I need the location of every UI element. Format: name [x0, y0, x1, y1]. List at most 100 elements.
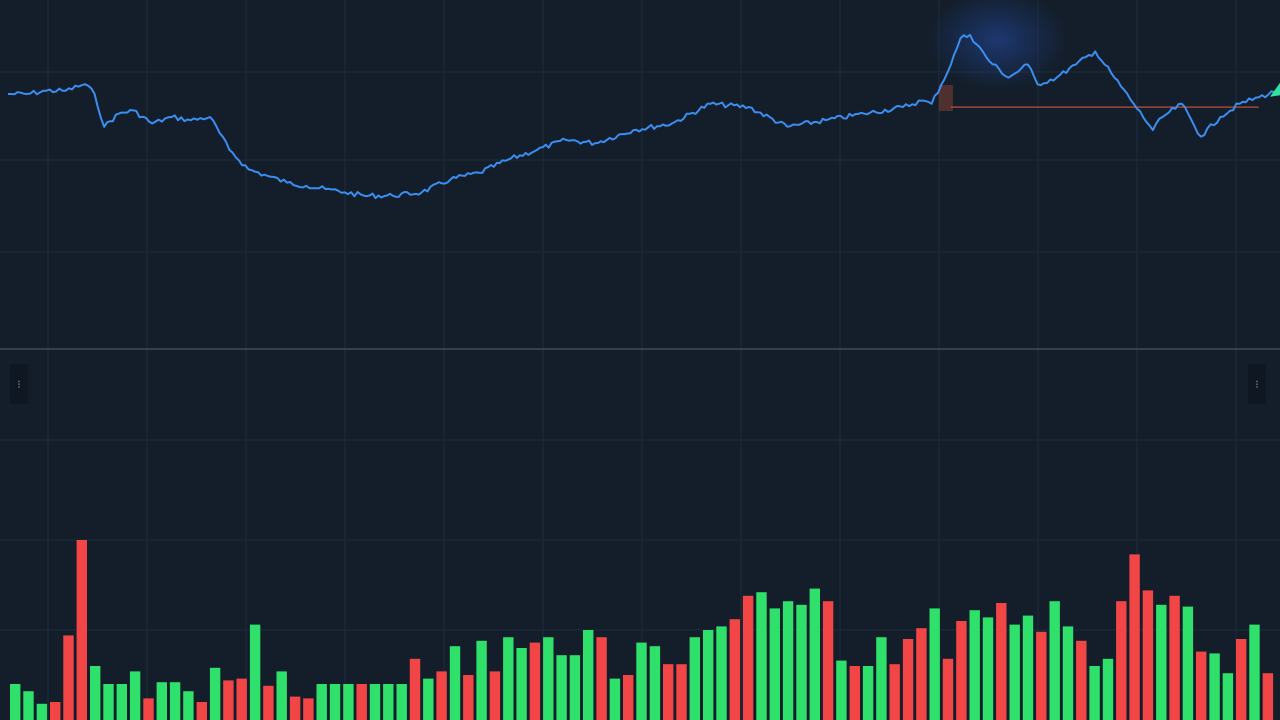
volume-bar-21 — [289, 696, 301, 720]
volume-bar-43 — [583, 630, 594, 720]
volume-bar-40 — [543, 637, 554, 720]
volume-bar-27 — [369, 684, 381, 720]
volume-bar-13 — [183, 691, 194, 720]
volume-bar-71 — [956, 621, 967, 720]
right-handle-glyph: ⁝ — [1255, 377, 1259, 391]
volume-bar-31 — [423, 678, 434, 720]
volume-bar-28 — [383, 684, 394, 720]
volume-bar-92 — [1236, 639, 1247, 720]
volume-pane — [10, 540, 1274, 720]
volume-bar-72 — [969, 610, 980, 720]
volume-bar-25 — [343, 684, 354, 720]
right-pane-handle[interactable]: ⁝ — [1248, 364, 1266, 404]
volume-bar-94 — [1262, 673, 1274, 720]
volume-bar-59 — [796, 604, 807, 720]
price-series-line — [8, 34, 1279, 200]
level-marker — [938, 85, 953, 111]
volume-bar-48 — [649, 646, 661, 720]
volume-bar-88 — [1182, 606, 1194, 720]
volume-bar-87 — [1169, 595, 1180, 720]
volume-bar-53 — [716, 626, 727, 720]
volume-bar-16 — [223, 680, 234, 720]
volume-bar-36 — [489, 671, 501, 720]
volume-bar-56 — [756, 592, 767, 720]
volume-bar-57 — [769, 608, 780, 720]
volume-bar-67 — [902, 639, 914, 720]
price-end-marker — [1270, 82, 1280, 97]
volume-bar-10 — [143, 698, 154, 720]
volume-bar-63 — [849, 666, 860, 720]
volume-bar-46 — [623, 675, 634, 720]
volume-bar-3 — [50, 702, 61, 720]
volume-bar-38 — [516, 648, 527, 720]
volume-bar-6 — [90, 666, 101, 720]
volume-bar-30 — [409, 658, 421, 720]
volume-bar-41 — [556, 655, 567, 720]
volume-bar-84 — [1129, 554, 1140, 720]
left-handle-glyph: ⁝ — [17, 377, 21, 391]
volume-bar-68 — [916, 628, 927, 720]
volume-bar-19 — [263, 685, 274, 720]
volume-bar-44 — [596, 637, 607, 720]
volume-bar-77 — [1036, 631, 1047, 720]
volume-bar-2 — [36, 703, 48, 720]
volume-bar-78 — [1049, 601, 1060, 720]
left-pane-handle[interactable]: ⁝ — [10, 364, 28, 404]
volume-bar-51 — [689, 637, 700, 720]
volume-bar-24 — [329, 684, 341, 720]
volume-bar-93 — [1249, 624, 1260, 720]
volume-bar-82 — [1102, 658, 1114, 720]
volume-bar-50 — [676, 664, 687, 720]
volume-bar-73 — [982, 617, 994, 720]
volume-bar-69 — [929, 608, 940, 720]
volume-bar-90 — [1209, 653, 1220, 720]
volume-bar-11 — [156, 682, 167, 720]
volume-bar-18 — [249, 624, 261, 720]
volume-bar-12 — [169, 682, 181, 720]
volume-bar-47 — [636, 642, 647, 720]
volume-bar-52 — [703, 630, 714, 720]
volume-bar-17 — [236, 678, 247, 720]
price-pane — [7, 34, 1280, 200]
volume-bar-14 — [196, 702, 207, 720]
volume-bar-9 — [129, 671, 141, 720]
volume-bar-64 — [862, 666, 874, 720]
volume-bar-22 — [303, 698, 314, 720]
volume-bar-33 — [449, 646, 461, 720]
highlight-layer — [927, 0, 1259, 111]
volume-bar-66 — [889, 664, 900, 720]
volume-bar-23 — [316, 684, 327, 720]
volume-bar-55 — [742, 595, 754, 720]
volume-bar-45 — [609, 678, 621, 720]
volume-bar-76 — [1022, 615, 1034, 720]
volume-bar-1 — [23, 691, 34, 720]
volume-bar-83 — [1116, 601, 1127, 720]
highlight-glow — [927, 0, 1068, 90]
volume-bar-62 — [836, 660, 847, 720]
volume-bar-37 — [503, 637, 514, 720]
volume-bar-4 — [63, 635, 74, 720]
volume-bar-35 — [476, 640, 487, 720]
volume-bar-85 — [1142, 590, 1154, 720]
volume-bar-58 — [782, 601, 794, 720]
volume-bar-42 — [569, 655, 581, 720]
volume-bar-34 — [463, 675, 474, 720]
volume-bar-7 — [103, 684, 114, 720]
volume-bar-0 — [10, 684, 21, 720]
volume-bar-81 — [1089, 666, 1100, 720]
volume-bar-89 — [1196, 651, 1207, 720]
volume-bar-32 — [436, 671, 447, 720]
volume-bar-74 — [996, 603, 1007, 720]
volume-bar-15 — [209, 667, 221, 720]
volume-bar-26 — [356, 684, 367, 720]
volume-bar-91 — [1222, 673, 1234, 720]
volume-bar-86 — [1156, 604, 1167, 720]
volume-bar-61 — [822, 601, 834, 720]
volume-bar-39 — [529, 642, 541, 720]
volume-bar-8 — [116, 684, 127, 720]
volume-bar-54 — [729, 619, 740, 720]
volume-bar-65 — [876, 637, 887, 720]
